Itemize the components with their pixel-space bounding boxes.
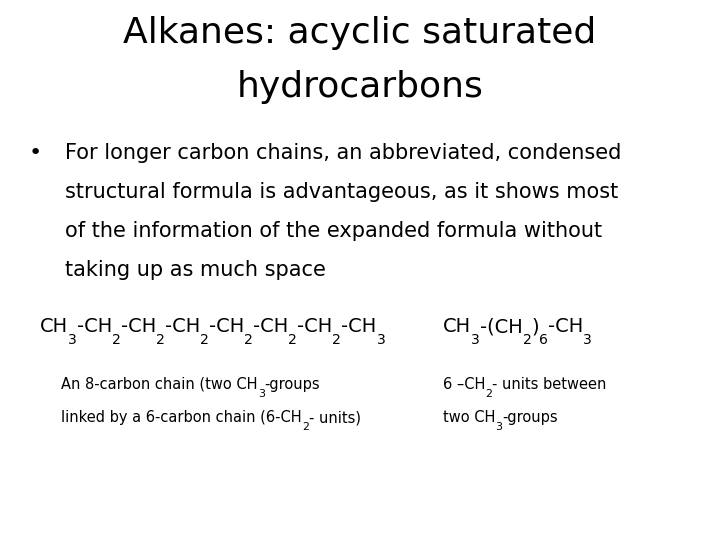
Text: Alkanes: acyclic saturated: Alkanes: acyclic saturated bbox=[123, 16, 597, 50]
Text: two CH: two CH bbox=[443, 410, 495, 426]
Text: 2: 2 bbox=[485, 389, 492, 399]
Text: 2: 2 bbox=[244, 333, 253, 347]
Text: 3: 3 bbox=[471, 333, 480, 347]
Text: hydrocarbons: hydrocarbons bbox=[237, 70, 483, 104]
Text: 2: 2 bbox=[156, 333, 165, 347]
Text: For longer carbon chains, an abbreviated, condensed: For longer carbon chains, an abbreviated… bbox=[65, 143, 621, 163]
Text: -(CH: -(CH bbox=[480, 317, 523, 336]
Text: 6: 6 bbox=[539, 333, 548, 347]
Text: 2: 2 bbox=[523, 333, 531, 347]
Text: -CH: -CH bbox=[76, 317, 112, 336]
Text: -CH: -CH bbox=[341, 317, 377, 336]
Text: linked by a 6-carbon chain (6-CH: linked by a 6-carbon chain (6-CH bbox=[61, 410, 302, 426]
Text: CH: CH bbox=[443, 317, 471, 336]
Text: •: • bbox=[29, 143, 42, 163]
Text: 2: 2 bbox=[288, 333, 297, 347]
Text: taking up as much space: taking up as much space bbox=[65, 260, 325, 280]
Text: -CH: -CH bbox=[165, 317, 200, 336]
Text: 2: 2 bbox=[333, 333, 341, 347]
Text: 3: 3 bbox=[258, 389, 265, 399]
Text: 3: 3 bbox=[377, 333, 385, 347]
Text: -CH: -CH bbox=[548, 317, 583, 336]
Text: 3: 3 bbox=[495, 422, 502, 433]
Text: An 8-carbon chain (two CH: An 8-carbon chain (two CH bbox=[61, 377, 258, 392]
Text: -CH: -CH bbox=[209, 317, 244, 336]
Text: 2: 2 bbox=[302, 422, 309, 433]
Text: -CH: -CH bbox=[121, 317, 156, 336]
Text: - units between: - units between bbox=[492, 377, 606, 392]
Text: -groups: -groups bbox=[265, 377, 320, 392]
Text: 3: 3 bbox=[68, 333, 76, 347]
Text: ): ) bbox=[531, 317, 539, 336]
Text: CH: CH bbox=[40, 317, 68, 336]
Text: 6 –CH: 6 –CH bbox=[443, 377, 485, 392]
Text: 2: 2 bbox=[200, 333, 209, 347]
Text: 3: 3 bbox=[583, 333, 592, 347]
Text: - units): - units) bbox=[309, 410, 361, 426]
Text: structural formula is advantageous, as it shows most: structural formula is advantageous, as i… bbox=[65, 182, 618, 202]
Text: -CH: -CH bbox=[253, 317, 288, 336]
Text: -groups: -groups bbox=[502, 410, 558, 426]
Text: 2: 2 bbox=[112, 333, 121, 347]
Text: of the information of the expanded formula without: of the information of the expanded formu… bbox=[65, 221, 602, 241]
Text: -CH: -CH bbox=[297, 317, 333, 336]
